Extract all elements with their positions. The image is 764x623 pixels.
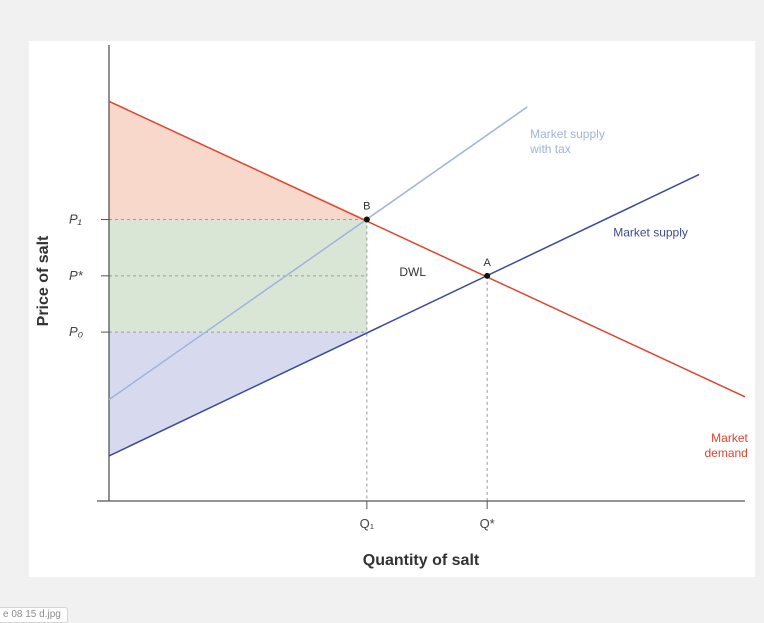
axes-layer xyxy=(97,45,745,502)
curves-layer xyxy=(108,100,746,457)
point-b xyxy=(363,216,370,223)
series-label: Market supply xyxy=(613,225,688,239)
point-label-b: B xyxy=(363,201,370,213)
x-tick-label: Q* xyxy=(480,516,495,531)
y-axis-title: Price of salt xyxy=(35,235,52,326)
point-label-a: A xyxy=(483,257,491,269)
ticks-layer: P₁ P* P₀ Q₁ Q* xyxy=(69,212,495,531)
point-a xyxy=(484,272,491,279)
regions-layer xyxy=(109,101,367,456)
y-tick-label: P₁ xyxy=(69,212,82,227)
x-axis-title: Quantity of salt xyxy=(363,552,480,569)
series-line-market-supply xyxy=(108,173,700,457)
x-tick-label: Q₁ xyxy=(360,516,375,531)
series-line-market-demand xyxy=(108,100,746,398)
guide-lines-layer xyxy=(109,219,488,501)
file-name-tab[interactable]: e 08 15 d.jpg xyxy=(0,607,68,623)
series-label: Market demand xyxy=(704,431,748,460)
series-label: Market supply with tax xyxy=(529,127,605,156)
series-line-market-supply-with-tax xyxy=(108,106,528,401)
points-layer: BA xyxy=(363,201,491,279)
dwl-label: DWL xyxy=(399,265,426,279)
labels-layer: Quantity of salt Price of salt DWL Market… xyxy=(35,127,749,569)
y-tick-label: P₀ xyxy=(69,324,84,339)
y-tick-label: P* xyxy=(69,268,84,283)
